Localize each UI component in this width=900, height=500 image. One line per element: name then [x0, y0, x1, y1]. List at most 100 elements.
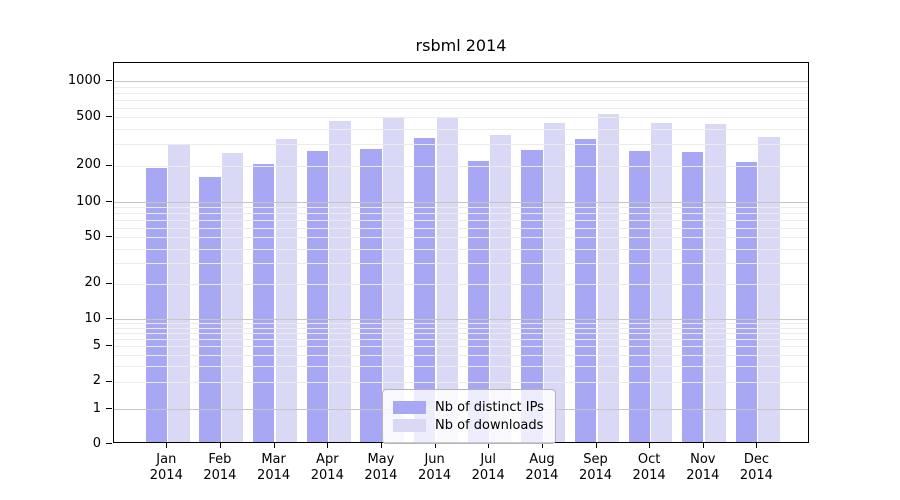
bar-distinct-ips-sep [574, 138, 597, 442]
legend-label-distinct-ips: Nb of distinct IPs [435, 400, 544, 415]
bar-downloads-oct [651, 123, 673, 442]
y-tick-label-10: 10 [84, 310, 101, 326]
gridline-1000 [114, 81, 808, 82]
y-tick-label-1000: 1000 [67, 72, 101, 88]
plot-area: Nb of distinct IPs Nb of downloads [113, 62, 809, 444]
gridline-3 [114, 366, 808, 368]
y-tick-label-200: 200 [76, 157, 101, 173]
bar-downloads-apr [329, 121, 351, 442]
gridline-400 [114, 129, 808, 131]
gridline-4 [114, 354, 808, 356]
x-tick-label-may: May 2014 [364, 452, 398, 483]
gridline-100 [114, 202, 808, 203]
bar-downloads-may [382, 116, 405, 442]
x-tick-label-sep: Sep 2014 [578, 452, 613, 483]
gridline-7 [114, 332, 808, 334]
x-tick-mark-apr [327, 443, 329, 448]
y-tick-label-1: 1 [92, 400, 101, 416]
bar-downloads-nov [704, 124, 727, 442]
y-tick-label-20: 20 [84, 275, 101, 291]
y-tick-mark-20 [106, 282, 112, 284]
gridline-70 [114, 220, 808, 222]
y-tick-label-2: 2 [92, 373, 101, 389]
bar-distinct-ips-aug [521, 149, 543, 442]
bar-distinct-ips-nov [682, 151, 704, 442]
bar-downloads-jul [490, 134, 512, 442]
legend-item-downloads: Nb of downloads [393, 418, 544, 433]
bar-distinct-ips-apr [306, 150, 328, 442]
y-tick-mark-2 [106, 380, 112, 382]
y-tick-mark-500 [106, 116, 112, 118]
y-tick-mark-200 [106, 164, 112, 166]
y-tick-label-100: 100 [76, 193, 101, 209]
bar-distinct-ips-dec [735, 162, 758, 442]
x-tick-label-aug: Aug 2014 [525, 452, 559, 483]
x-tick-label-nov: Nov 2014 [686, 452, 720, 483]
gridline-40 [114, 248, 808, 250]
bar-distinct-ips-jul [467, 161, 489, 442]
gridline-700 [114, 99, 808, 101]
x-tick-mark-feb [219, 443, 221, 448]
x-tick-mark-jul [488, 443, 490, 448]
gridline-300 [114, 144, 808, 146]
bar-downloads-sep [597, 113, 619, 442]
bar-distinct-ips-feb [199, 177, 221, 442]
x-tick-mark-sep [595, 443, 597, 448]
gridline-80 [114, 213, 808, 215]
legend-label-downloads: Nb of downloads [435, 418, 544, 433]
x-tick-mark-jun [434, 443, 436, 448]
gridline-800 [114, 92, 808, 94]
bar-downloads-feb [221, 152, 244, 442]
y-tick-mark-100 [106, 201, 112, 202]
y-tick-mark-50 [106, 236, 112, 238]
gridline-900 [114, 86, 808, 88]
x-tick-label-dec: Dec 2014 [739, 452, 773, 483]
legend-item-distinct-ips: Nb of distinct IPs [393, 400, 544, 415]
x-tick-label-apr: Apr 2014 [310, 452, 344, 483]
gridline-6 [114, 339, 808, 340]
x-tick-label-jul: Jul 2014 [471, 452, 505, 483]
gridline-9 [114, 323, 808, 325]
gridline-30 [114, 263, 808, 265]
distinct-ips-swatch-icon [393, 401, 426, 414]
bar-distinct-ips-oct [628, 150, 650, 442]
chart-title: rsbml 2014 [415, 36, 507, 55]
x-tick-mark-dec [756, 443, 758, 448]
gridline-500 [114, 117, 808, 119]
gridline-5 [114, 346, 808, 348]
bar-downloads-dec [758, 137, 780, 442]
y-tick-label-50: 50 [84, 228, 101, 244]
bar-downloads-jan [168, 144, 190, 442]
downloads-swatch-icon [393, 419, 426, 432]
bar-distinct-ips-jan [145, 167, 167, 442]
x-tick-mark-may [380, 443, 382, 448]
x-tick-label-feb: Feb 2014 [203, 452, 237, 483]
y-tick-mark-10 [106, 318, 112, 319]
bar-downloads-jun [436, 116, 458, 442]
x-tick-mark-oct [649, 443, 651, 448]
x-tick-label-oct: Oct 2014 [632, 452, 666, 483]
y-tick-label-0: 0 [92, 435, 101, 451]
gridline-50 [114, 237, 808, 239]
gridline-600 [114, 107, 808, 109]
y-tick-label-500: 500 [76, 108, 101, 124]
x-tick-mark-mar [273, 443, 275, 448]
y-tick-mark-1000 [106, 80, 112, 81]
gridline-60 [114, 228, 808, 229]
gridline-2 [114, 381, 808, 383]
x-tick-mark-nov [702, 443, 704, 448]
x-tick-label-jan: Jan 2014 [149, 452, 183, 483]
y-tick-mark-5 [106, 345, 112, 347]
gridline-8 [114, 327, 808, 329]
y-tick-mark-1 [106, 408, 112, 409]
gridline-20 [114, 283, 808, 285]
bar-distinct-ips-mar [253, 163, 275, 442]
gridline-10 [114, 319, 808, 320]
bar-downloads-mar [275, 138, 297, 442]
bar-distinct-ips-may [360, 148, 382, 442]
x-tick-mark-jan [166, 443, 168, 448]
gridline-200 [114, 165, 808, 167]
x-tick-label-jun: Jun 2014 [418, 452, 452, 483]
legend: Nb of distinct IPs Nb of downloads [382, 389, 556, 444]
